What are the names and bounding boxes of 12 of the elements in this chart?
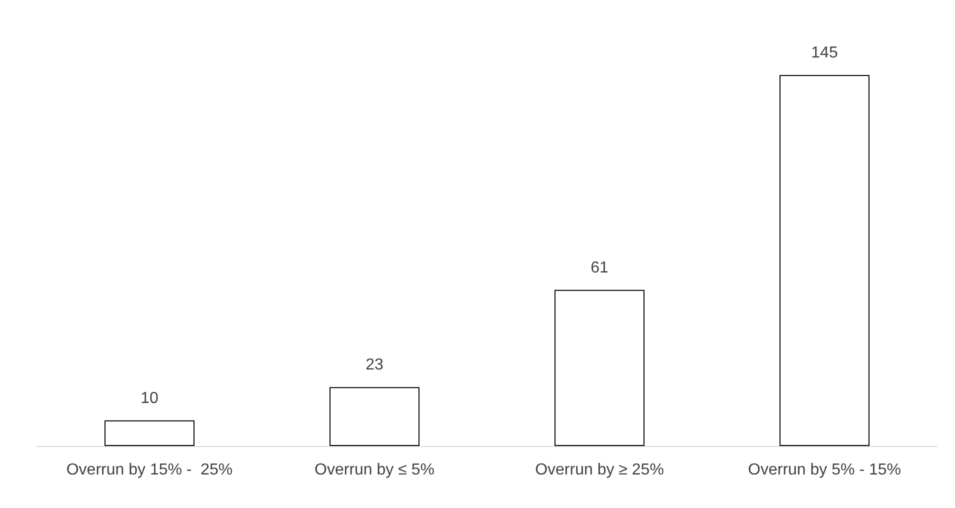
x-tick-label: Overrun by 5% - 15% [748, 462, 901, 478]
bar [554, 290, 644, 446]
x-tick-label: Overrun by 15% - 25% [66, 462, 233, 478]
data-label: 145 [811, 44, 838, 62]
bar [104, 420, 194, 446]
bar [780, 75, 870, 446]
data-label: 61 [590, 259, 608, 276]
data-label: 23 [366, 356, 384, 374]
bar [330, 387, 420, 446]
x-tick-label: Overrun by ≤ 5% [314, 462, 434, 478]
data-label: 10 [140, 390, 158, 407]
x-tick-label: Overrun by ≥ 25% [535, 462, 664, 478]
